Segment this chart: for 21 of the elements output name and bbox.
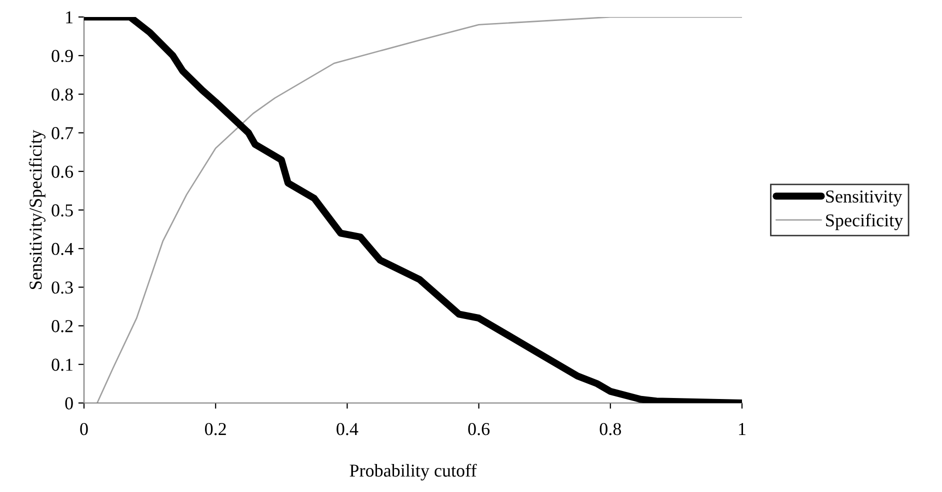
- x-tick-label: 0: [80, 422, 88, 436]
- x-tick-label: 1: [739, 423, 746, 435]
- y-tick-label: 0.6: [52, 166, 74, 178]
- y-tick-label: 0.3: [52, 281, 73, 294]
- y-tick-label: 0.2: [52, 320, 73, 332]
- x-tick-label: 0.4: [336, 422, 358, 436]
- legend-label: Specificity: [826, 214, 904, 230]
- y-tick-label: 0.9: [52, 50, 73, 62]
- y-tick-label: 0.8: [52, 88, 73, 101]
- y-tick-label: 1: [66, 11, 72, 24]
- x-tick-label: 0.8: [600, 422, 621, 436]
- y-tick-label: 0.4: [52, 242, 74, 256]
- y-tick-label: 0.1: [52, 358, 72, 371]
- x-tick-label: 0.6: [468, 422, 490, 436]
- y-axis-title: Sensitivity/Specificity: [28, 130, 46, 290]
- x-axis-title: Probability cutoff: [350, 464, 477, 480]
- y-tick-label: 0.7: [52, 127, 74, 140]
- y-tick-label: 0: [65, 397, 73, 410]
- y-tick-label: 0.5: [52, 204, 73, 217]
- x-tick-label: 0.2: [205, 422, 226, 436]
- legend-label: Sensitivity: [826, 190, 902, 206]
